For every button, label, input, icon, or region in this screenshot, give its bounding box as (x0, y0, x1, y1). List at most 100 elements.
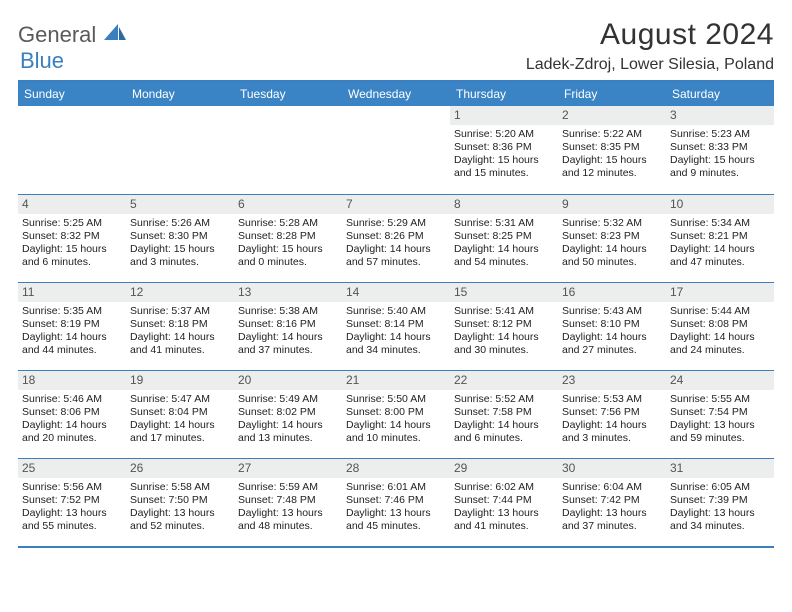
day-detail-line: Sunset: 8:02 PM (238, 406, 338, 419)
day-details: Sunrise: 5:26 AMSunset: 8:30 PMDaylight:… (126, 214, 234, 272)
day-detail-line: Sunrise: 6:04 AM (562, 481, 662, 494)
day-details: Sunrise: 5:41 AMSunset: 8:12 PMDaylight:… (450, 302, 558, 360)
day-details: Sunrise: 5:50 AMSunset: 8:00 PMDaylight:… (342, 390, 450, 448)
day-detail-line: Sunrise: 5:58 AM (130, 481, 230, 494)
day-detail-line: Daylight: 15 hours (562, 154, 662, 167)
day-number: 14 (342, 283, 450, 302)
day-detail-line: Sunrise: 5:20 AM (454, 128, 554, 141)
day-detail-line: Sunset: 7:44 PM (454, 494, 554, 507)
day-detail-line: Sunset: 8:21 PM (670, 230, 770, 243)
day-detail-line: and 37 minutes. (238, 344, 338, 357)
calendar-week-row: 1Sunrise: 5:20 AMSunset: 8:36 PMDaylight… (18, 106, 774, 194)
weekday-header: Sunday (18, 82, 126, 106)
day-detail-line: Sunrise: 5:44 AM (670, 305, 770, 318)
calendar-day-cell (342, 106, 450, 194)
day-detail-line: and 10 minutes. (346, 432, 446, 445)
day-detail-line: Daylight: 13 hours (670, 507, 770, 520)
day-detail-line: Sunrise: 5:25 AM (22, 217, 122, 230)
day-number: 6 (234, 195, 342, 214)
calendar-day-cell: 31Sunrise: 6:05 AMSunset: 7:39 PMDayligh… (666, 458, 774, 546)
weekday-header: Wednesday (342, 82, 450, 106)
day-detail-line: Sunset: 7:56 PM (562, 406, 662, 419)
day-detail-line: and 15 minutes. (454, 167, 554, 180)
day-details: Sunrise: 5:32 AMSunset: 8:23 PMDaylight:… (558, 214, 666, 272)
day-detail-line: Sunrise: 5:40 AM (346, 305, 446, 318)
title-block: August 2024 Ladek-Zdroj, Lower Silesia, … (526, 18, 774, 74)
day-detail-line: and 13 minutes. (238, 432, 338, 445)
day-detail-line: and 34 minutes. (670, 520, 770, 533)
calendar-day-cell: 28Sunrise: 6:01 AMSunset: 7:46 PMDayligh… (342, 458, 450, 546)
brand-part2: Blue (20, 48, 64, 73)
day-detail-line: Sunset: 8:32 PM (22, 230, 122, 243)
day-details: Sunrise: 5:40 AMSunset: 8:14 PMDaylight:… (342, 302, 450, 360)
day-number: 25 (18, 459, 126, 478)
calendar-day-cell: 5Sunrise: 5:26 AMSunset: 8:30 PMDaylight… (126, 194, 234, 282)
day-detail-line: Sunset: 7:39 PM (670, 494, 770, 507)
day-detail-line: and 6 minutes. (454, 432, 554, 445)
weekday-header-row: Sunday Monday Tuesday Wednesday Thursday… (18, 82, 774, 106)
day-detail-line: and 9 minutes. (670, 167, 770, 180)
day-detail-line: Sunrise: 5:43 AM (562, 305, 662, 318)
calendar-day-cell (126, 106, 234, 194)
day-detail-line: Daylight: 13 hours (130, 507, 230, 520)
day-details (18, 110, 126, 116)
day-detail-line: Sunrise: 5:47 AM (130, 393, 230, 406)
day-details (126, 110, 234, 116)
day-detail-line: Sunrise: 5:49 AM (238, 393, 338, 406)
day-detail-line: Daylight: 14 hours (562, 331, 662, 344)
day-details: Sunrise: 6:02 AMSunset: 7:44 PMDaylight:… (450, 478, 558, 536)
day-detail-line: Sunrise: 5:26 AM (130, 217, 230, 230)
day-number: 24 (666, 371, 774, 390)
calendar-week-row: 25Sunrise: 5:56 AMSunset: 7:52 PMDayligh… (18, 458, 774, 546)
day-number: 17 (666, 283, 774, 302)
day-details: Sunrise: 5:28 AMSunset: 8:28 PMDaylight:… (234, 214, 342, 272)
day-number: 21 (342, 371, 450, 390)
day-details: Sunrise: 5:52 AMSunset: 7:58 PMDaylight:… (450, 390, 558, 448)
day-detail-line: Daylight: 14 hours (454, 243, 554, 256)
weekday-header: Thursday (450, 82, 558, 106)
day-detail-line: and 48 minutes. (238, 520, 338, 533)
day-details: Sunrise: 5:38 AMSunset: 8:16 PMDaylight:… (234, 302, 342, 360)
calendar-day-cell: 1Sunrise: 5:20 AMSunset: 8:36 PMDaylight… (450, 106, 558, 194)
day-detail-line: Sunrise: 5:23 AM (670, 128, 770, 141)
day-detail-line: Daylight: 14 hours (670, 243, 770, 256)
day-detail-line: Daylight: 14 hours (238, 419, 338, 432)
day-detail-line: and 50 minutes. (562, 256, 662, 269)
day-detail-line: and 0 minutes. (238, 256, 338, 269)
day-detail-line: Sunset: 8:10 PM (562, 318, 662, 331)
day-number: 31 (666, 459, 774, 478)
bottom-divider (18, 546, 774, 548)
day-number: 11 (18, 283, 126, 302)
day-detail-line: Sunrise: 5:52 AM (454, 393, 554, 406)
day-detail-line: Sunset: 7:54 PM (670, 406, 770, 419)
day-number: 1 (450, 106, 558, 125)
day-detail-line: Sunset: 8:18 PM (130, 318, 230, 331)
day-number: 16 (558, 283, 666, 302)
calendar-day-cell: 15Sunrise: 5:41 AMSunset: 8:12 PMDayligh… (450, 282, 558, 370)
day-detail-line: Sunset: 7:48 PM (238, 494, 338, 507)
calendar-day-cell: 29Sunrise: 6:02 AMSunset: 7:44 PMDayligh… (450, 458, 558, 546)
day-detail-line: Daylight: 15 hours (130, 243, 230, 256)
day-detail-line: and 30 minutes. (454, 344, 554, 357)
day-detail-line: Sunset: 7:46 PM (346, 494, 446, 507)
calendar-day-cell: 13Sunrise: 5:38 AMSunset: 8:16 PMDayligh… (234, 282, 342, 370)
day-detail-line: Sunrise: 5:53 AM (562, 393, 662, 406)
day-number: 7 (342, 195, 450, 214)
day-details: Sunrise: 5:56 AMSunset: 7:52 PMDaylight:… (18, 478, 126, 536)
day-details: Sunrise: 5:25 AMSunset: 8:32 PMDaylight:… (18, 214, 126, 272)
day-detail-line: Sunset: 8:23 PM (562, 230, 662, 243)
day-detail-line: Sunset: 8:14 PM (346, 318, 446, 331)
weekday-header: Tuesday (234, 82, 342, 106)
day-detail-line: and 47 minutes. (670, 256, 770, 269)
day-detail-line: and 57 minutes. (346, 256, 446, 269)
day-detail-line: Sunset: 8:04 PM (130, 406, 230, 419)
header-row: General Blue August 2024 Ladek-Zdroj, Lo… (18, 18, 774, 74)
day-detail-line: Daylight: 14 hours (238, 331, 338, 344)
day-detail-line: Daylight: 14 hours (22, 331, 122, 344)
day-detail-line: Sunrise: 5:37 AM (130, 305, 230, 318)
calendar-day-cell (18, 106, 126, 194)
day-detail-line: Sunset: 8:06 PM (22, 406, 122, 419)
day-detail-line: and 12 minutes. (562, 167, 662, 180)
calendar-table: Sunday Monday Tuesday Wednesday Thursday… (18, 82, 774, 546)
calendar-day-cell: 24Sunrise: 5:55 AMSunset: 7:54 PMDayligh… (666, 370, 774, 458)
